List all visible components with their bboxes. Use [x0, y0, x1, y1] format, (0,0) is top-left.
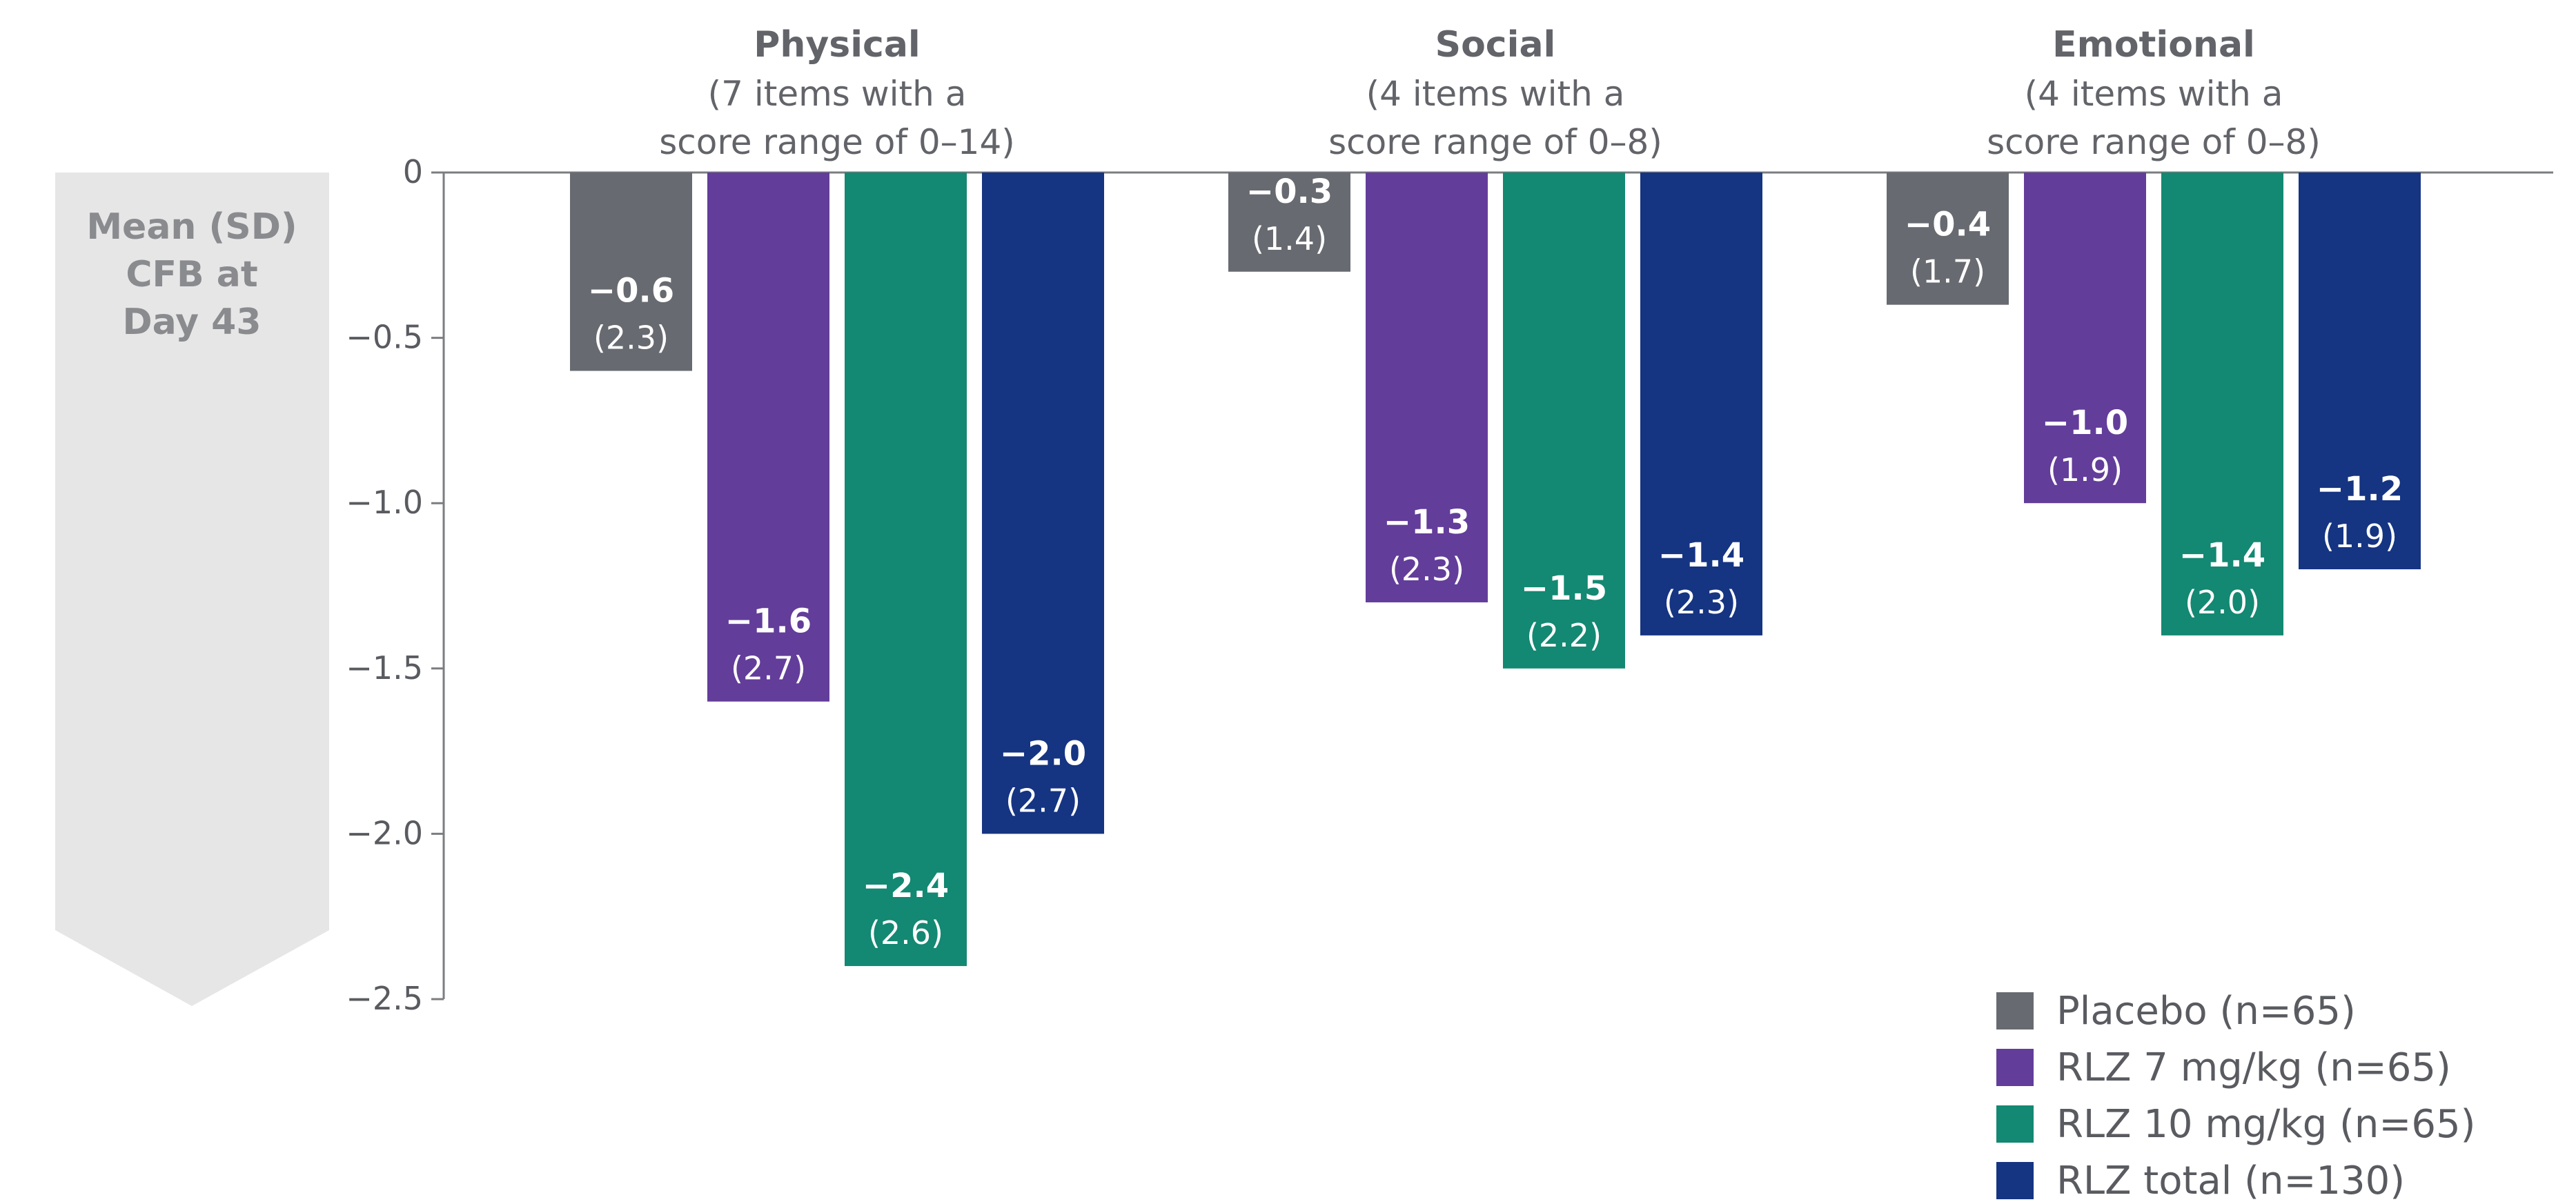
group-subtitle: score range of 0–8): [1328, 122, 1662, 162]
bar-sd-label: (2.6): [868, 914, 943, 952]
bar-sd-label: (1.7): [1910, 253, 1985, 290]
y-axis-label-line: CFB at: [126, 254, 257, 295]
group-subtitle: (7 items with a: [708, 74, 967, 114]
bar-sd-label: (1.9): [2322, 518, 2397, 555]
bar: [1887, 173, 2009, 305]
group-subtitle: (4 items with a: [1366, 74, 1625, 114]
bar-sd-label: (2.7): [731, 650, 806, 687]
legend: Placebo (n=65) RLZ 7 mg/kg (n=65) RLZ 10 m…: [1996, 989, 2475, 1202]
bar: [1640, 173, 1762, 636]
y-tick-label: 0: [403, 153, 423, 190]
bar-value-label: −1.5: [1521, 569, 1607, 608]
bar: [2161, 173, 2283, 636]
bar-sd-label: (2.7): [1005, 782, 1081, 819]
legend-swatch: [1996, 1105, 2034, 1143]
bar-sd-label: (2.3): [1389, 551, 1464, 588]
bar: [1503, 173, 1625, 669]
bar-sd-label: (1.9): [2047, 451, 2123, 489]
bar: [845, 173, 967, 967]
bar: [707, 173, 829, 702]
bar-value-label: −1.0: [2042, 404, 2128, 442]
bar-sd-label: (2.3): [593, 319, 669, 357]
group-titles: Physical (7 items with a score range of 0–…: [659, 24, 2321, 162]
bar-sd-label: (1.4): [1252, 220, 1327, 257]
legend-label: RLZ 10 mg/kg (n=65): [2056, 1102, 2475, 1147]
group-title: Social: [1435, 24, 1556, 66]
bar-value-label: −0.3: [1246, 173, 1333, 211]
legend-swatch: [1996, 992, 2034, 1029]
bar: [982, 173, 1104, 834]
y-tick-label: −2.0: [346, 814, 423, 851]
y-axis-label-line: Mean (SD): [86, 206, 297, 248]
y-axis-label: Mean (SD) CFB at Day 43: [86, 206, 297, 343]
group-subtitle: (4 items with a: [2025, 74, 2283, 114]
bar-value-label: −2.0: [1000, 734, 1086, 773]
bar: [570, 173, 692, 371]
legend-swatch: [1996, 1049, 2034, 1086]
bar-value-label: −1.2: [2317, 470, 2403, 509]
bar-value-label: −1.6: [725, 602, 812, 641]
legend-label: RLZ total (n=130): [2056, 1159, 2405, 1202]
legend-label: RLZ 7 mg/kg (n=65): [2056, 1045, 2451, 1090]
bar-value-label: −2.4: [863, 867, 949, 905]
y-tick-label: −2.5: [346, 980, 423, 1017]
bar-sd-label: (2.0): [2185, 584, 2260, 621]
bars: −0.6 (2.3) −0.3 (1.4) −0.4 (1.7) −1.6 (2.7) −1.3…: [570, 173, 2421, 967]
bar: [2024, 173, 2146, 504]
group-title: Physical: [754, 24, 921, 66]
bar: [1366, 173, 1488, 602]
y-axis-label-line: Day 43: [122, 302, 261, 343]
bar: [1228, 173, 1350, 272]
bar: [2299, 173, 2421, 570]
bar-value-label: −0.4: [1905, 206, 1991, 244]
y-tick-label: −0.5: [346, 319, 423, 356]
group-subtitle: score range of 0–8): [1987, 122, 2321, 162]
bar-sd-label: (2.3): [1664, 584, 1739, 621]
bar-value-label: −1.4: [1658, 536, 1744, 575]
y-axis-label-arrow: [55, 173, 329, 1006]
group-title: Emotional: [2052, 24, 2255, 66]
legend-swatch: [1996, 1162, 2034, 1199]
bar-sd-label: (2.2): [1526, 617, 1602, 654]
y-tick-label: −1.5: [346, 649, 423, 687]
group-subtitle: score range of 0–14): [659, 122, 1015, 162]
bar-value-label: −0.6: [588, 272, 674, 311]
legend-label: Placebo (n=65): [2056, 989, 2356, 1034]
y-tick-label: −1.0: [346, 484, 423, 521]
bar-value-label: −1.4: [2179, 536, 2265, 575]
bar-value-label: −1.3: [1384, 503, 1470, 542]
